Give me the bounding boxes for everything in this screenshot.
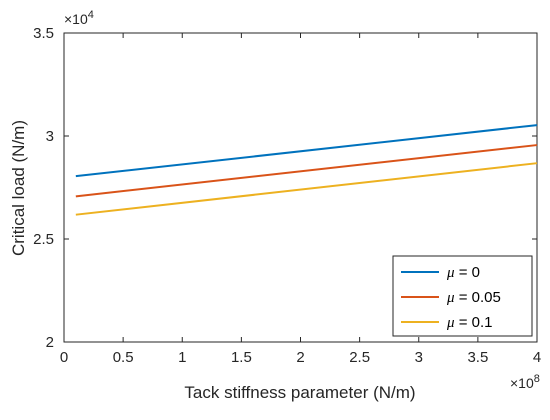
x-tick-label: 3 xyxy=(415,349,423,366)
x-tick-label: 0.5 xyxy=(113,349,134,366)
y-axis: 2 2.5 3 3.5 xyxy=(33,25,537,351)
x-tick-label: 1 xyxy=(178,349,186,366)
x-exponent-label: ×108 xyxy=(510,373,540,391)
series-line-1 xyxy=(75,144,538,198)
legend: μ = 0 μ = 0.05 μ = 0.1 xyxy=(392,255,533,337)
x-tick-label: 2 xyxy=(296,349,304,366)
series-line-2 xyxy=(75,162,538,216)
x-axis-label: Tack stiffness parameter (N/m) xyxy=(184,383,415,402)
x-axis: 0 0.5 1 1.5 2 2.5 3 3.5 4 xyxy=(60,33,541,366)
x-tick-label: 0 xyxy=(60,349,68,366)
legend-label: μ = 0 xyxy=(446,264,480,281)
x-tick-label: 4 xyxy=(533,349,541,366)
legend-label: μ = 0.1 xyxy=(446,314,492,331)
y-axis-label: Critical load (N/m) xyxy=(9,120,28,256)
series-line-0 xyxy=(75,124,538,178)
y-tick-label: 3.5 xyxy=(33,25,54,42)
series-group xyxy=(75,124,538,216)
legend-label: μ = 0.05 xyxy=(446,289,501,306)
x-tick-label: 2.5 xyxy=(349,349,370,366)
y-tick-label: 3 xyxy=(46,128,54,145)
x-tick-label: 3.5 xyxy=(467,349,488,366)
y-exponent-label: ×104 xyxy=(64,9,94,27)
y-tick-label: 2.5 xyxy=(33,231,54,248)
y-tick-label: 2 xyxy=(46,334,54,351)
x-tick-label: 1.5 xyxy=(231,349,252,366)
